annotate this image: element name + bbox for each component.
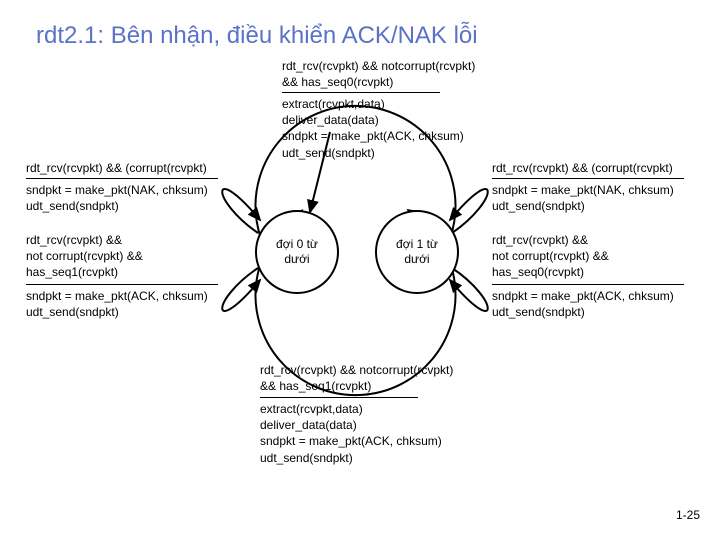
rl-cond-l3: has_seq0(rcvpkt)	[492, 264, 609, 280]
top-act-l2: deliver_data(data)	[282, 112, 464, 128]
left-upper-condition: rdt_rcv(rcvpkt) && (corrupt(rcvpkt)	[26, 160, 207, 176]
top-act-l1: extract(rcvpkt,data)	[282, 96, 464, 112]
right-lower-condition: rdt_rcv(rcvpkt) && not corrupt(rcvpkt) &…	[492, 232, 609, 281]
ll-cond-l2: not corrupt(rcvpkt) &&	[26, 248, 143, 264]
bot-act-l4: udt_send(sndpkt)	[260, 450, 442, 466]
bot-act-l1: extract(rcvpkt,data)	[260, 401, 442, 417]
rl-act-l1: sndpkt = make_pkt(ACK, chksum)	[492, 288, 674, 304]
top-transition-action: extract(rcvpkt,data) deliver_data(data) …	[282, 96, 464, 161]
lu-act-l2: udt_send(sndpkt)	[26, 198, 208, 214]
state0-label-l1: đợi 0 từ	[276, 237, 318, 252]
slide-title: rdt2.1: Bên nhận, điều khiển ACK/NAK lỗi	[36, 22, 478, 50]
right-upper-condition: rdt_rcv(rcvpkt) && (corrupt(rcvpkt)	[492, 160, 673, 176]
rl-cond-l2: not corrupt(rcvpkt) &&	[492, 248, 609, 264]
bot-cond-l1: rdt_rcv(rcvpkt) && notcorrupt(rcvpkt)	[260, 362, 453, 378]
bot-act-l2: deliver_data(data)	[260, 417, 442, 433]
right-upper-divider	[492, 178, 684, 179]
state1-label-l2: dưới	[396, 252, 438, 267]
rl-cond-l1: rdt_rcv(rcvpkt) &&	[492, 232, 609, 248]
top-cond-l1: rdt_rcv(rcvpkt) && notcorrupt(rcvpkt)	[282, 58, 475, 74]
ru-act-l2: udt_send(sndpkt)	[492, 198, 674, 214]
right-upper-action: sndpkt = make_pkt(NAK, chksum) udt_send(…	[492, 182, 674, 214]
top-cond-l2: && has_seq0(rcvpkt)	[282, 74, 475, 90]
ll-cond-l1: rdt_rcv(rcvpkt) &&	[26, 232, 143, 248]
top-act-l3: sndpkt = make_pkt(ACK, chksum)	[282, 128, 464, 144]
ru-act-l1: sndpkt = make_pkt(NAK, chksum)	[492, 182, 674, 198]
left-upper-action: sndpkt = make_pkt(NAK, chksum) udt_send(…	[26, 182, 208, 214]
ru-cond-l1: rdt_rcv(rcvpkt) && (corrupt(rcvpkt)	[492, 160, 673, 176]
state1-label-l1: đợi 1 từ	[396, 237, 438, 252]
state-wait-1: đợi 1 từ dưới	[375, 210, 459, 294]
right-lower-divider	[492, 284, 684, 285]
bot-act-l3: sndpkt = make_pkt(ACK, chksum)	[260, 433, 442, 449]
ll-act-l1: sndpkt = make_pkt(ACK, chksum)	[26, 288, 208, 304]
top-act-l4: udt_send(sndpkt)	[282, 145, 464, 161]
top-transition-condition: rdt_rcv(rcvpkt) && notcorrupt(rcvpkt) &&…	[282, 58, 475, 90]
rl-act-l2: udt_send(sndpkt)	[492, 304, 674, 320]
ll-act-l2: udt_send(sndpkt)	[26, 304, 208, 320]
page-number: 1-25	[676, 508, 700, 522]
top-divider	[282, 92, 440, 93]
lu-act-l1: sndpkt = make_pkt(NAK, chksum)	[26, 182, 208, 198]
bottom-transition-action: extract(rcvpkt,data) deliver_data(data) …	[260, 401, 442, 466]
left-upper-divider	[26, 178, 218, 179]
right-lower-action: sndpkt = make_pkt(ACK, chksum) udt_send(…	[492, 288, 674, 320]
bottom-transition-condition: rdt_rcv(rcvpkt) && notcorrupt(rcvpkt) &&…	[260, 362, 453, 394]
lu-cond-l1: rdt_rcv(rcvpkt) && (corrupt(rcvpkt)	[26, 160, 207, 176]
bottom-divider	[260, 397, 418, 398]
bot-cond-l2: && has_seq1(rcvpkt)	[260, 378, 453, 394]
left-lower-action: sndpkt = make_pkt(ACK, chksum) udt_send(…	[26, 288, 208, 320]
state0-label-l2: dưới	[276, 252, 318, 267]
left-lower-divider	[26, 284, 218, 285]
ll-cond-l3: has_seq1(rcvpkt)	[26, 264, 143, 280]
state-wait-0: đợi 0 từ dưới	[255, 210, 339, 294]
left-lower-condition: rdt_rcv(rcvpkt) && not corrupt(rcvpkt) &…	[26, 232, 143, 281]
